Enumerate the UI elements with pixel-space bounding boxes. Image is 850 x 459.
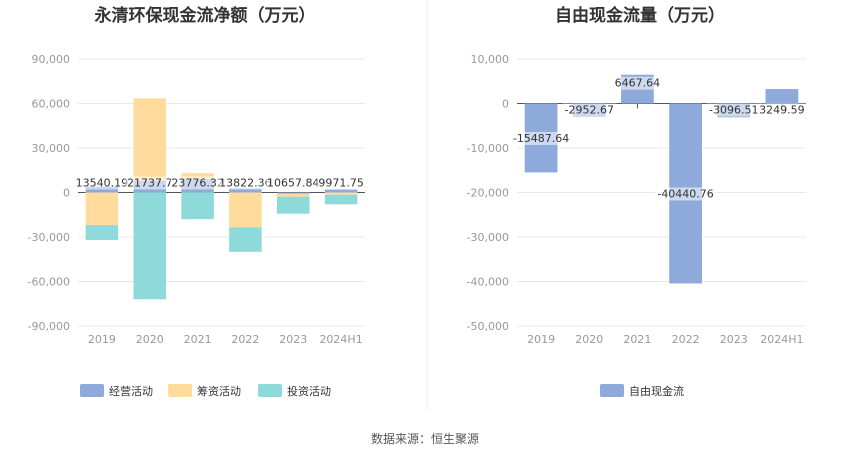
data-label: 13822.36: [219, 177, 272, 190]
legend-item-经营活动[interactable]: 经营活动: [80, 384, 153, 398]
bar-投资活动: [276, 196, 310, 214]
y-tick-label: 0: [63, 187, 70, 200]
bar-投资活动: [324, 194, 358, 205]
data-label-bg: [170, 176, 225, 190]
y-tick-label: -10,000: [467, 142, 509, 155]
data-label-bg: [266, 176, 321, 190]
data-label: -2952.67: [565, 104, 614, 117]
x-tick-label: 2019: [527, 333, 555, 346]
x-tick-label: 2022: [672, 333, 700, 346]
data-label-bg: [562, 103, 617, 117]
legend-label: 自由现金流: [629, 384, 684, 398]
data-label-bg: [510, 131, 572, 145]
data-label-bg: [706, 103, 761, 117]
data-label: -40440.76: [657, 187, 713, 200]
chart-title: 永清环保现金流净额（万元）: [94, 5, 316, 26]
data-label: -15487.64: [513, 132, 569, 145]
chart-title: 自由现金流量（万元）: [555, 5, 725, 26]
legend-label: 筹资活动: [197, 384, 241, 398]
y-tick-label: -20,000: [467, 187, 509, 200]
data-label-bg: [125, 176, 174, 190]
data-label-bg: [613, 76, 662, 90]
bar-投资活动: [229, 227, 262, 252]
y-tick-label: -40,000: [467, 276, 509, 289]
data-label: 21737.7: [127, 177, 173, 190]
y-tick-label: 60,000: [32, 98, 71, 111]
x-tick-label: 2021: [623, 333, 651, 346]
data-label: 3249.59: [759, 104, 805, 117]
y-tick-label: 30,000: [32, 142, 71, 155]
bar-筹资活动: [324, 192, 358, 195]
bar-筹资活动: [133, 98, 167, 181]
legend-swatch: [600, 384, 624, 397]
legend-swatch: [168, 384, 192, 397]
y-tick-label: -60,000: [28, 276, 70, 289]
y-tick-label: 10,000: [471, 53, 510, 66]
bar-经营活动: [276, 192, 310, 194]
bar-经营活动: [229, 188, 262, 193]
data-label-bg: [317, 176, 366, 190]
data-label: 23776.32: [171, 177, 224, 190]
x-tick-label: 2020: [136, 333, 164, 346]
bar-投资活动: [181, 192, 214, 220]
data-label-bg: [757, 103, 806, 117]
bar-筹资活动: [229, 192, 262, 228]
legend-label: 经营活动: [109, 384, 153, 398]
y-tick-label: -30,000: [28, 231, 70, 244]
x-tick-label: 2024H1: [319, 333, 362, 346]
data-label: -3096.51: [709, 104, 758, 117]
data-source-label: 数据来源：恒生聚源: [371, 431, 479, 446]
y-tick-label: -90,000: [28, 320, 70, 333]
bar-经营活动: [324, 189, 358, 193]
x-tick-label: 2019: [88, 333, 116, 346]
legend-swatch: [258, 384, 282, 397]
x-tick-label: 2023: [279, 333, 307, 346]
y-tick-label: 90,000: [32, 53, 71, 66]
bar-自由现金流: [765, 89, 799, 104]
free-cash-flow-chart: 自由现金流量（万元） 10,000 0 -10,000 -20,000 -30,000 -4…: [467, 5, 806, 398]
bar-筹资活动: [276, 193, 310, 197]
x-tick-label: 2020: [575, 333, 603, 346]
y-tick-label: -50,000: [467, 320, 509, 333]
bar-筹资活动: [181, 173, 214, 180]
bar-投资活动: [133, 192, 167, 300]
x-tick-label: 2023: [720, 333, 748, 346]
data-label-bg: [218, 176, 273, 190]
data-label-bg: [74, 176, 130, 190]
data-label-bg: [655, 187, 716, 201]
data-label: 10657.84: [267, 177, 320, 190]
legend-item-筹资活动[interactable]: 筹资活动: [168, 384, 241, 398]
data-label: 13540.19: [76, 177, 129, 190]
bar-经营活动: [85, 186, 119, 193]
bar-筹资活动: [85, 192, 119, 226]
legend-swatch: [80, 384, 104, 397]
data-label: 6467.64: [615, 77, 661, 90]
x-tick-label: 2022: [231, 333, 259, 346]
y-tick-label: 0: [502, 98, 509, 111]
cash-flow-net-chart: 永清环保现金流净额（万元） 90,000 60,000 30,000 0 -30,000 -…: [28, 5, 366, 398]
x-tick-label: 2021: [184, 333, 212, 346]
legend-item-自由现金流[interactable]: 自由现金流: [600, 384, 684, 398]
bar-投资活动: [85, 225, 119, 240]
data-label: 9971.75: [318, 177, 364, 190]
x-tick-label: 2024H1: [760, 333, 803, 346]
legend-label: 投资活动: [287, 384, 331, 398]
legend-item-投资活动[interactable]: 投资活动: [258, 384, 331, 398]
y-tick-label: -30,000: [467, 231, 509, 244]
